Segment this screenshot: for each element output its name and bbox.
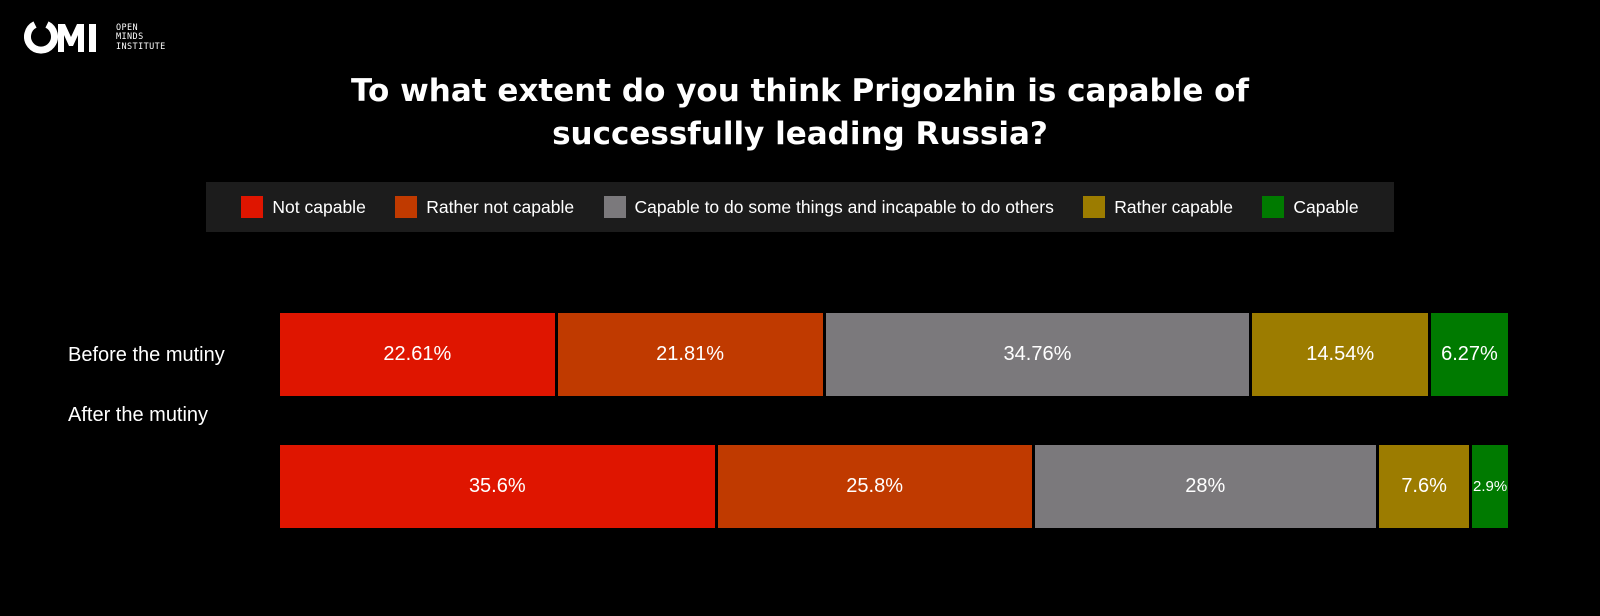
- omi-logo-mark: [24, 21, 96, 54]
- data-label: 21.81%: [656, 343, 725, 365]
- legend-item: Rather not capable: [395, 196, 574, 218]
- omi-logo: OPEN MINDS INSTITUTE: [24, 20, 166, 56]
- data-label: 28%: [1185, 475, 1226, 497]
- logo-line: MINDS: [116, 32, 144, 43]
- legend-swatch: [1083, 196, 1106, 218]
- bar-segment: 22.61%: [280, 313, 558, 396]
- legend-label: Rather capable: [1114, 196, 1233, 217]
- data-label: 25.8%: [846, 475, 904, 497]
- data-label: 7.6%: [1401, 475, 1447, 497]
- data-label: 34.76%: [1003, 343, 1072, 365]
- bar-segment: 6.27%: [1430, 313, 1508, 396]
- bar-segment: 35.6%: [280, 445, 718, 528]
- data-label: 35.6%: [468, 475, 526, 497]
- bar-segment: 28%: [1034, 445, 1379, 528]
- stacked-bar-before: 22.61% 21.81% 34.76% 14.54% 6.27%: [280, 313, 1508, 396]
- data-label: 6.27%: [1441, 343, 1498, 365]
- bar-segment: 34.76%: [825, 313, 1253, 396]
- bar-segment: 21.81%: [557, 313, 826, 396]
- chart-legend: Not capable Rather not capable Capable to …: [206, 182, 1394, 232]
- stacked-bar-after: 35.6% 25.8% 28% 7.6% 2.9%: [280, 445, 1508, 528]
- data-label: 22.61%: [383, 343, 452, 365]
- legend-item: Capable: [1262, 196, 1359, 218]
- chart-title: To what extent do you think Prigozhin is…: [0, 70, 1600, 156]
- bar-segment: 25.8%: [717, 445, 1035, 528]
- legend-item: Rather capable: [1083, 196, 1233, 218]
- legend-swatch: [395, 196, 418, 218]
- legend-swatch: [241, 196, 264, 218]
- legend-swatch: [1262, 196, 1285, 218]
- bar-segment: 2.9%: [1472, 445, 1508, 528]
- row-label-before: Before the mutiny: [68, 344, 225, 366]
- logo-line: OPEN: [116, 22, 139, 33]
- bar-segment: 7.6%: [1378, 445, 1473, 528]
- legend-label: Not capable: [272, 196, 366, 217]
- chart-title-line: To what extent do you think Prigozhin is…: [351, 73, 1249, 109]
- row-label-after: After the mutiny: [68, 404, 209, 426]
- legend-label: Rather not capable: [426, 196, 575, 217]
- logo-wordmark: OPEN MINDS INSTITUTE: [116, 22, 166, 53]
- legend-swatch: [603, 196, 626, 218]
- logo-line: INSTITUTE: [116, 41, 166, 52]
- legend-label: Capable: [1293, 196, 1359, 217]
- data-label: 14.54%: [1306, 343, 1375, 365]
- data-label: 2.9%: [1473, 478, 1508, 495]
- legend-label: Capable to do some things and incapable …: [634, 196, 1054, 217]
- legend-item: Capable to do some things and incapable …: [603, 196, 1054, 218]
- chart-title-line: successfully leading Russia?: [552, 116, 1048, 152]
- bar-segment: 14.54%: [1252, 313, 1431, 396]
- legend-item: Not capable: [241, 196, 366, 218]
